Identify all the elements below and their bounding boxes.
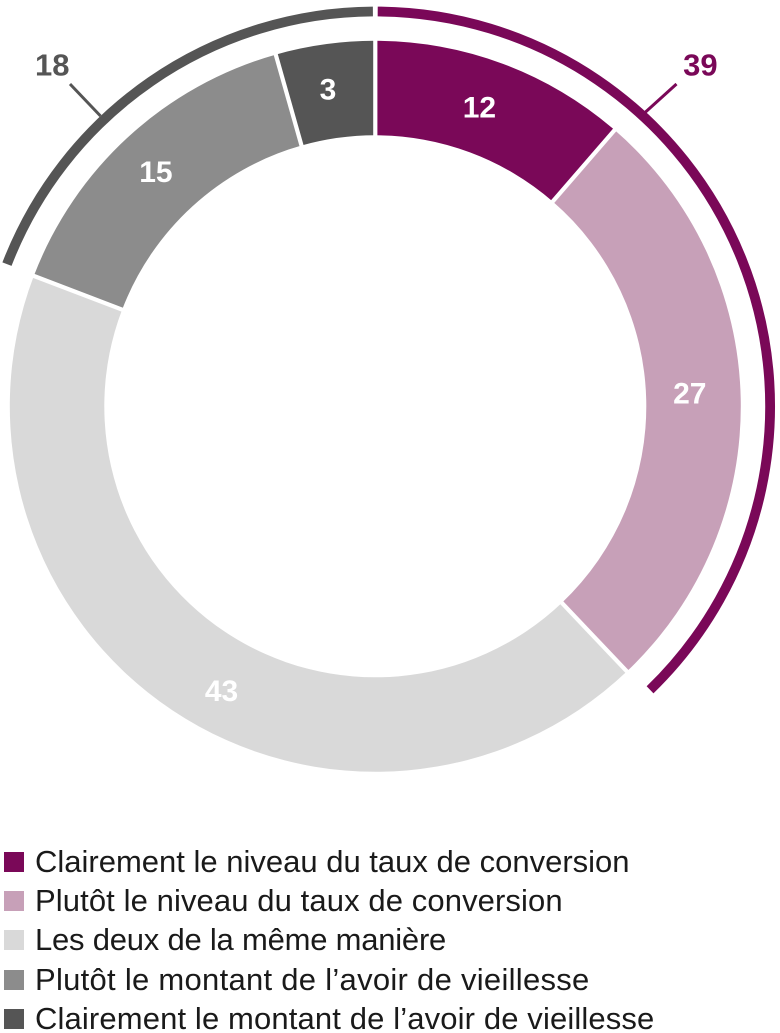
svg-text:18: 18	[35, 48, 69, 83]
svg-text:3: 3	[320, 74, 337, 107]
svg-text:15: 15	[139, 156, 172, 189]
svg-text:43: 43	[205, 675, 238, 708]
svg-text:12: 12	[463, 92, 496, 125]
svg-text:39: 39	[683, 47, 717, 82]
svg-text:27: 27	[673, 377, 706, 410]
